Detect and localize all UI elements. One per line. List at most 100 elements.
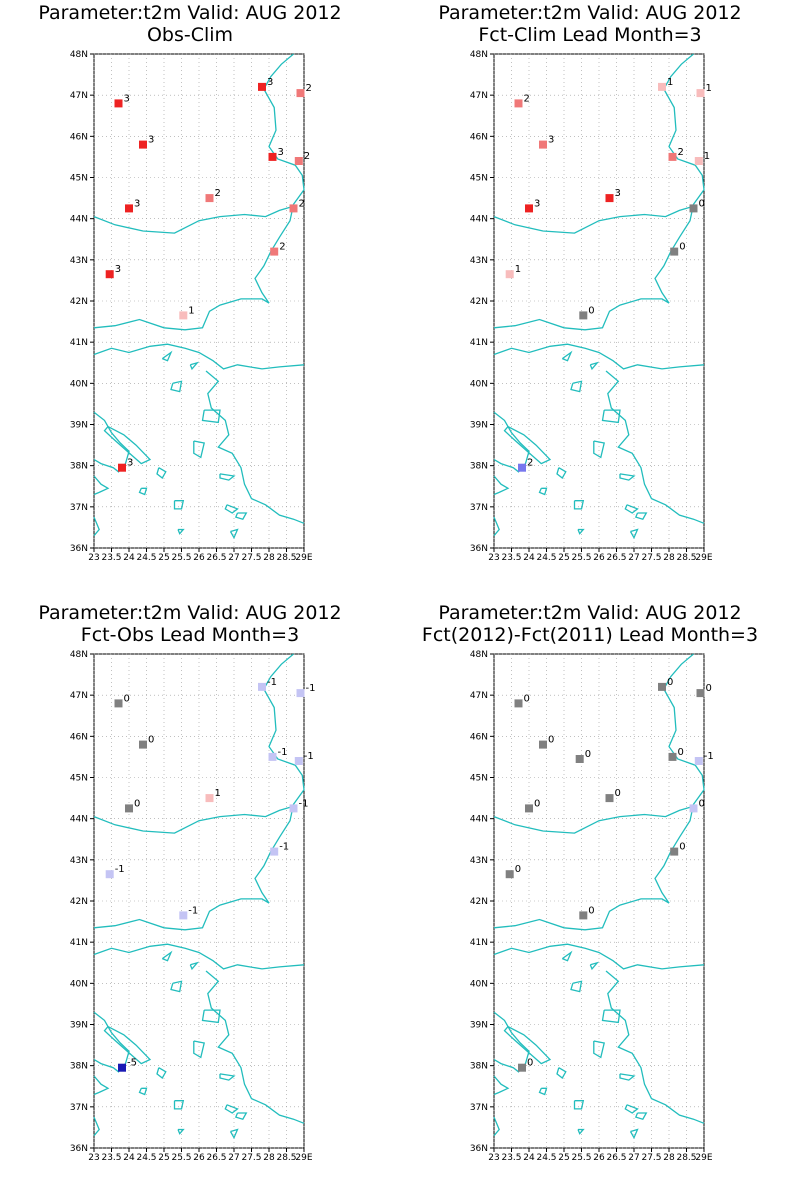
station-value-label: 0 [134,798,140,809]
station-value-label: 1 [215,788,221,799]
station-marker [294,157,303,165]
lon-tick-label: 27 [228,1153,239,1163]
lat-tick-label: 45N [70,774,88,784]
lat-tick-label: 42N [70,897,88,907]
lat-tick-label: 44N [470,815,488,825]
lon-tick-label: 26.5 [206,553,226,563]
station-marker [579,311,588,320]
lat-tick-label: 39N [470,421,488,431]
station-value-label: -1 [304,751,314,762]
station-marker [270,847,279,856]
station-value-label: 2 [215,188,221,199]
station-value-label: 0 [548,735,554,746]
station-marker [289,804,298,813]
lon-tick-label: 26 [193,1153,205,1163]
station-value-label: 2 [678,147,684,158]
station-marker [296,89,305,98]
station-marker [258,82,266,91]
lat-tick-label: 42N [470,897,488,907]
station-value-label: -1 [188,905,198,916]
lat-tick-label: 41N [470,938,488,948]
station-marker [668,752,677,761]
station-map: 36N 37N 38N 39N 40N 41N 42N 43N 44N 45N 46N 47N 48N 2… [70,50,313,563]
map-panel-fct-obs: Parameter:t2m Valid: AUG 2012 Fct-Obs Le… [0,600,380,1180]
lon-tick-label: 28 [663,553,675,563]
station-marker [125,804,133,813]
lon-tick-label: 25 [558,553,569,563]
station-marker [105,870,114,879]
lon-tick-label: 26.5 [606,1153,626,1163]
station-value-label: 0 [585,749,591,760]
station-marker [179,911,188,920]
map-panel-obs-clim: Parameter:t2m Valid: AUG 2012 Obs-Clim 3… [0,0,380,580]
lat-tick-label: 38N [70,1062,88,1072]
lat-tick-label: 40N [70,979,88,989]
lon-tick-label: 24.5 [536,1153,556,1163]
coastline [93,653,305,1140]
lon-tick-label: 25 [158,1153,169,1163]
lat-tick-label: 43N [70,856,88,866]
lon-tick-label: 26.5 [606,553,626,563]
station-marker [139,140,147,149]
station-marker [668,152,677,161]
station-value-label: 3 [127,458,133,469]
station-marker [658,682,666,691]
lon-tick-label: 25.5 [171,1153,191,1163]
station-marker [179,311,188,320]
lat-tick-label: 38N [70,462,88,472]
station-value-label: 0 [527,1058,533,1069]
coastline [93,53,305,540]
lat-tick-label: 36N [470,544,488,554]
station-value-label: 0 [678,747,684,758]
station-map: 36N 37N 38N 39N 40N 41N 42N 43N 44N 45N 46N 47N 48N 2… [470,50,713,563]
lat-tick-label: 36N [470,1144,488,1154]
station-marker [696,689,705,698]
lon-tick-label: 25.5 [571,1153,591,1163]
station-value-label: 3 [124,93,130,104]
panel-subtitle: Fct(2012)-Fct(2011) Lead Month=3 [421,624,759,646]
station-marker [296,689,305,698]
lon-tick-label: 26 [193,553,205,563]
lat-tick-label: 43N [470,856,488,866]
station-marker [514,99,523,108]
station-value-label: 0 [699,798,705,809]
lon-tick-label: 27.5 [241,553,261,563]
lat-tick-label: 47N [70,691,88,701]
station-marker [605,794,614,803]
station-marker [689,204,698,213]
lon-tick-label: 28.5 [276,1153,296,1163]
station-value-label: 2 [299,198,305,209]
lon-tick-label: 29E [295,1153,312,1163]
station-value-label: 0 [534,798,540,809]
lat-tick-label: 44N [470,215,488,225]
lat-tick-label: 47N [470,91,488,101]
grid-lines [93,653,305,1149]
panel-subtitle: Fct-Obs Lead Month=3 [80,624,300,646]
lat-tick-label: 45N [470,174,488,184]
lon-tick-label: 24 [123,553,135,563]
lat-tick-label: 37N [70,503,88,513]
station-value-label: 3 [134,198,140,209]
station-value-label: 3 [278,147,284,158]
lat-tick-label: 40N [470,979,488,989]
station-marker [268,752,277,761]
station-value-label: -1 [279,842,289,853]
station-marker [525,204,533,213]
map-panel-fct-diff: Parameter:t2m Valid: AUG 2012 Fct(2012)-… [400,600,780,1180]
panel-title: Parameter:t2m Valid: AUG 2012 [38,602,342,624]
lon-tick-label: 23 [88,553,99,563]
panel-title: Parameter:t2m Valid: AUG 2012 [38,2,342,24]
station-marker [268,152,277,161]
lon-tick-label: 27.5 [641,1153,661,1163]
lat-tick-label: 46N [470,132,488,142]
lon-tick-label: 26 [593,553,605,563]
station-marker [505,870,514,879]
lon-tick-label: 29E [295,553,312,563]
lon-tick-label: 23 [488,1153,499,1163]
lon-tick-label: 28 [263,553,275,563]
lat-tick-label: 38N [470,462,488,472]
station-value-label: 1 [706,83,712,94]
station-value-label: 3 [534,198,540,209]
lon-tick-label: 23.5 [501,1153,521,1163]
station-value-label: 2 [524,93,530,104]
